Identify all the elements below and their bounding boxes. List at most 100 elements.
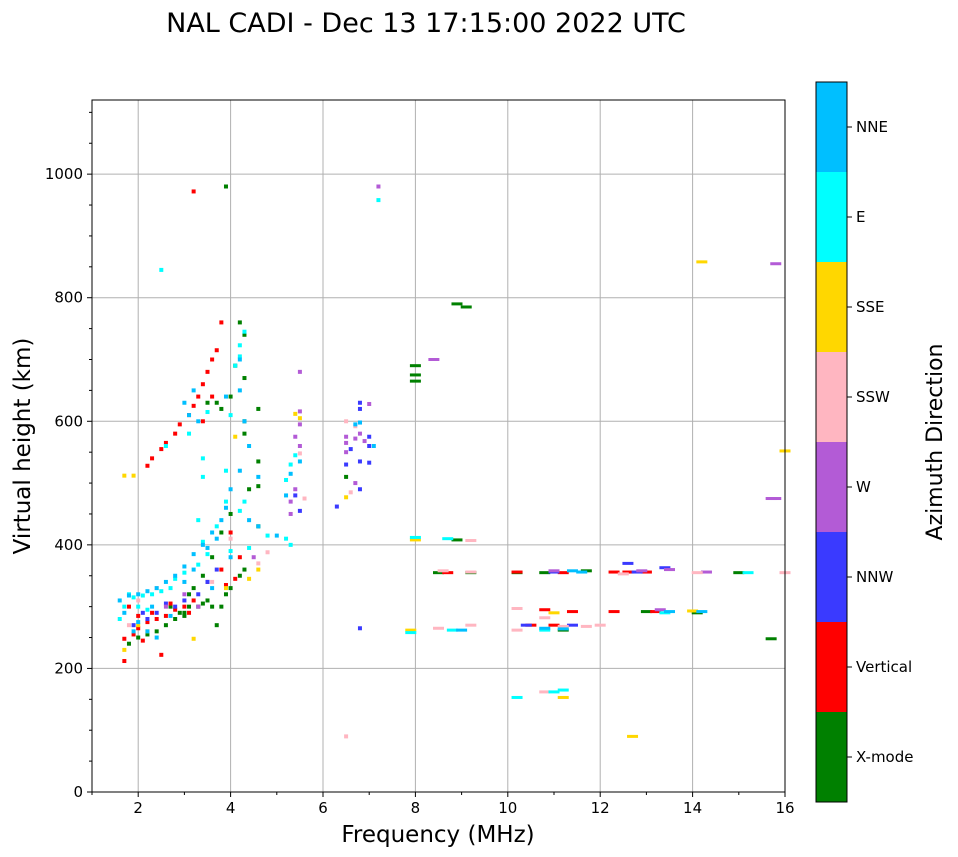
- data-point: [353, 436, 358, 441]
- data-point: [191, 189, 196, 194]
- data-point: [219, 320, 224, 325]
- data-point: [284, 493, 289, 498]
- data-point: [362, 439, 367, 444]
- data-point: [664, 568, 675, 572]
- data-point: [242, 376, 247, 381]
- data-point: [297, 444, 302, 448]
- data-point: [539, 628, 551, 632]
- data-point: [256, 561, 261, 566]
- data-point: [191, 586, 196, 591]
- data-point: [696, 610, 708, 614]
- grid-lines: [92, 100, 786, 792]
- data-point: [154, 617, 159, 621]
- data-point: [376, 184, 381, 189]
- data-point: [446, 628, 458, 632]
- data-point: [353, 481, 358, 486]
- data-point: [288, 462, 293, 467]
- data-point: [205, 369, 210, 374]
- data-point: [233, 576, 238, 581]
- data-point: [409, 373, 421, 377]
- data-point: [187, 431, 192, 436]
- series-e: [117, 198, 754, 699]
- data-point: [200, 542, 205, 547]
- data-point: [228, 487, 233, 492]
- data-point: [256, 474, 261, 479]
- data-point: [409, 379, 421, 383]
- data-points: [117, 184, 791, 739]
- data-point: [210, 586, 215, 591]
- data-point: [367, 434, 372, 439]
- data-point: [168, 586, 173, 591]
- data-point: [205, 598, 210, 603]
- data-point: [219, 567, 224, 572]
- colorbar-tick-label: W: [856, 478, 871, 496]
- data-point: [465, 570, 477, 574]
- data-point: [465, 623, 477, 627]
- data-point: [159, 652, 164, 657]
- data-point: [154, 586, 159, 591]
- data-point: [191, 636, 196, 641]
- data-point: [465, 539, 477, 543]
- data-point: [428, 358, 440, 361]
- data-point: [348, 490, 353, 495]
- series-vertical: [122, 189, 662, 664]
- colorbar-segment: [816, 712, 847, 802]
- data-point: [233, 434, 238, 439]
- colorbar-label: Azimuth Direction: [923, 343, 948, 540]
- colorbar-segment: [816, 352, 847, 442]
- data-point: [297, 369, 302, 374]
- data-point: [247, 444, 252, 448]
- data-point: [539, 626, 551, 630]
- data-point: [122, 604, 127, 609]
- data-point: [664, 610, 675, 614]
- data-point: [177, 422, 182, 427]
- data-point: [219, 518, 224, 523]
- colorbar: X-mode Vertical NNW W SSW SSE E NNE: [815, 81, 913, 803]
- data-point: [145, 463, 150, 468]
- data-point: [409, 364, 421, 368]
- data-point: [456, 628, 468, 632]
- data-point: [196, 592, 201, 597]
- data-point: [460, 305, 472, 309]
- data-point: [357, 487, 362, 492]
- data-point: [237, 508, 242, 513]
- data-point: [691, 571, 703, 575]
- y-tick-label: 200: [54, 659, 83, 677]
- data-point: [617, 572, 629, 576]
- data-point: [293, 453, 298, 458]
- data-point: [293, 434, 298, 439]
- data-point: [376, 198, 381, 203]
- data-point: [214, 536, 219, 541]
- data-point: [405, 628, 417, 632]
- data-point: [334, 504, 339, 509]
- data-point: [451, 538, 463, 542]
- data-point: [353, 422, 358, 427]
- data-point: [608, 610, 620, 614]
- data-point: [136, 598, 141, 603]
- x-tick-label: 8: [411, 799, 421, 817]
- data-point: [163, 604, 168, 609]
- data-point: [742, 571, 754, 575]
- data-point: [237, 357, 242, 362]
- data-point: [650, 610, 662, 614]
- data-point: [145, 629, 150, 634]
- series-nne: [117, 357, 708, 640]
- data-point: [196, 518, 201, 523]
- data-point: [163, 440, 168, 445]
- data-point: [126, 593, 131, 598]
- data-point: [154, 635, 159, 640]
- data-point: [288, 471, 293, 476]
- data-point: [173, 573, 178, 578]
- data-point: [256, 524, 261, 529]
- data-point: [150, 610, 155, 615]
- data-point: [154, 610, 159, 615]
- data-point: [237, 343, 242, 348]
- data-point: [696, 260, 708, 264]
- data-point: [159, 447, 164, 452]
- colorbar-tick-label: SSW: [856, 388, 890, 406]
- data-point: [163, 613, 168, 618]
- data-point: [233, 363, 238, 368]
- x-tick-label: 6: [318, 799, 328, 817]
- data-point: [136, 613, 141, 618]
- x-tick-label: 16: [775, 799, 794, 817]
